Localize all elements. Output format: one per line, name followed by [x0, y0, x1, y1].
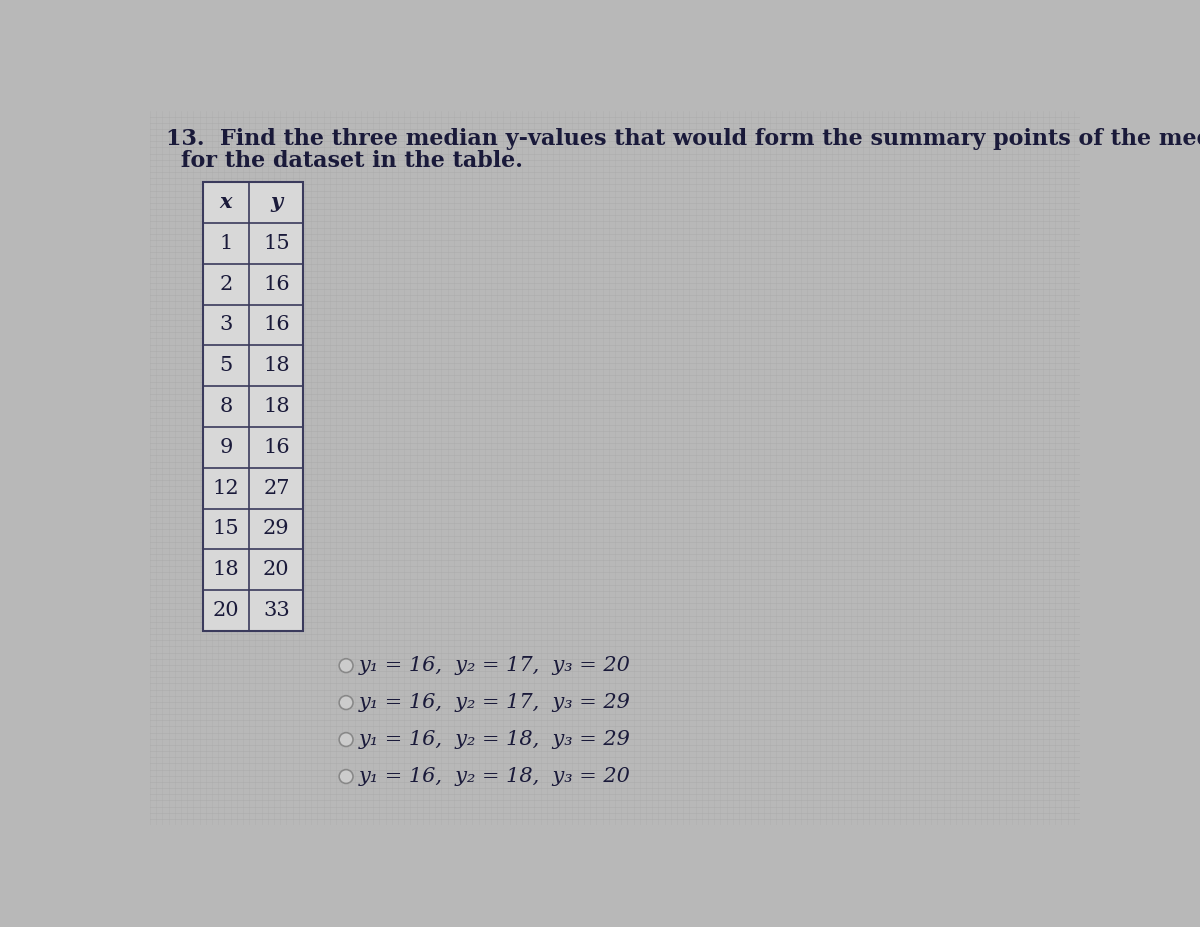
Text: 29: 29	[263, 519, 289, 539]
Text: 2: 2	[220, 274, 233, 294]
Text: 20: 20	[263, 560, 289, 579]
Text: y₁ = 16,  y₂ = 17,  y₃ = 20: y₁ = 16, y₂ = 17, y₃ = 20	[359, 656, 631, 675]
Text: 12: 12	[212, 478, 239, 498]
Text: y: y	[270, 193, 282, 212]
Text: 18: 18	[212, 560, 239, 579]
Text: 27: 27	[263, 478, 289, 498]
Text: 20: 20	[212, 601, 239, 620]
Circle shape	[340, 659, 353, 673]
Text: 15: 15	[212, 519, 239, 539]
Text: 16: 16	[263, 274, 289, 294]
Text: 18: 18	[263, 397, 289, 416]
Text: 1: 1	[220, 234, 233, 253]
Text: 13.  Find the three median y-values that would form the summary points of the me: 13. Find the three median y-values that …	[166, 128, 1200, 150]
Text: 5: 5	[220, 356, 233, 375]
Bar	[203, 182, 304, 631]
Text: 9: 9	[220, 438, 233, 457]
Text: 33: 33	[263, 601, 289, 620]
Text: y₁ = 16,  y₂ = 18,  y₃ = 20: y₁ = 16, y₂ = 18, y₃ = 20	[359, 767, 631, 786]
Circle shape	[340, 732, 353, 746]
Circle shape	[340, 769, 353, 783]
Text: for the dataset in the table.: for the dataset in the table.	[181, 150, 523, 171]
Text: 15: 15	[263, 234, 289, 253]
Text: 16: 16	[263, 315, 289, 335]
Text: 8: 8	[220, 397, 233, 416]
Circle shape	[340, 695, 353, 709]
Text: 16: 16	[263, 438, 289, 457]
Text: 18: 18	[263, 356, 289, 375]
Text: y₁ = 16,  y₂ = 18,  y₃ = 29: y₁ = 16, y₂ = 18, y₃ = 29	[359, 730, 631, 749]
Text: y₁ = 16,  y₂ = 17,  y₃ = 29: y₁ = 16, y₂ = 17, y₃ = 29	[359, 693, 631, 712]
Text: 3: 3	[220, 315, 233, 335]
Text: x: x	[220, 193, 233, 212]
